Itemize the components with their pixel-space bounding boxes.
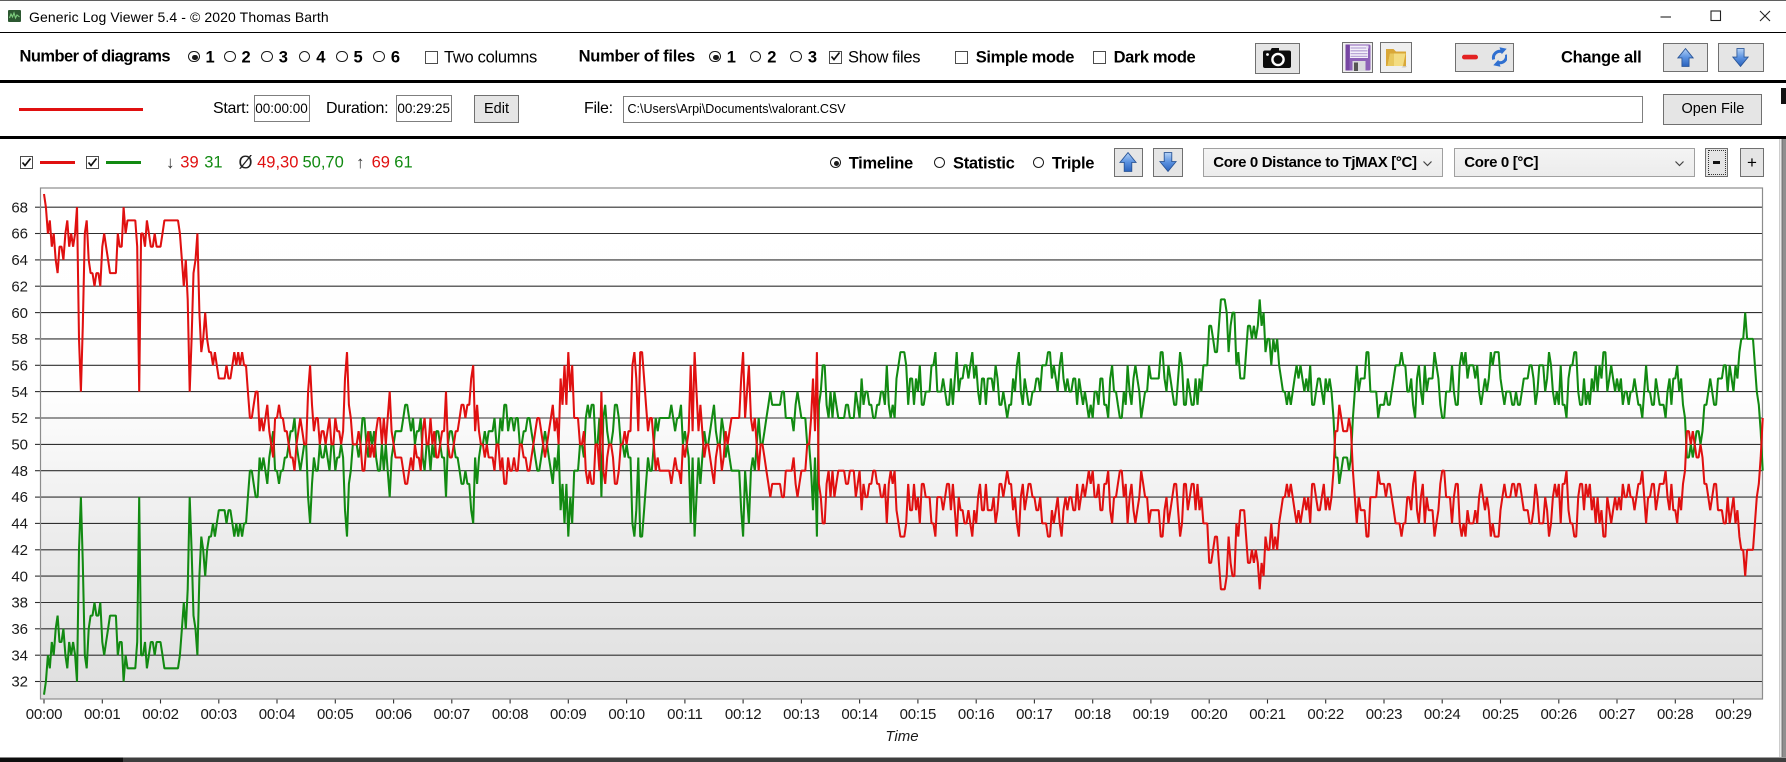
svg-text:00:25: 00:25 <box>1482 706 1519 723</box>
svg-text:52: 52 <box>11 410 28 427</box>
svg-text:00:00: 00:00 <box>26 706 63 723</box>
svg-text:38: 38 <box>11 595 28 612</box>
svg-text:54: 54 <box>11 384 28 401</box>
svg-text:00:13: 00:13 <box>783 706 820 723</box>
svg-text:00:16: 00:16 <box>958 706 995 723</box>
svg-text:00:10: 00:10 <box>608 706 645 723</box>
svg-text:00:03: 00:03 <box>201 706 238 723</box>
svg-text:00:21: 00:21 <box>1249 706 1286 723</box>
svg-text:00:14: 00:14 <box>841 706 878 723</box>
svg-text:00:23: 00:23 <box>1366 706 1403 723</box>
svg-text:Time: Time <box>885 728 918 745</box>
svg-text:00:06: 00:06 <box>375 706 412 723</box>
svg-text:32: 32 <box>11 674 28 691</box>
svg-text:00:01: 00:01 <box>84 706 121 723</box>
svg-text:00:17: 00:17 <box>1016 706 1053 723</box>
svg-text:48: 48 <box>11 463 28 480</box>
svg-text:60: 60 <box>11 305 28 322</box>
svg-text:36: 36 <box>11 621 28 638</box>
svg-text:58: 58 <box>11 331 28 348</box>
svg-text:34: 34 <box>11 647 28 664</box>
svg-text:66: 66 <box>11 226 28 243</box>
svg-text:42: 42 <box>11 542 28 559</box>
svg-text:56: 56 <box>11 358 28 375</box>
svg-text:44: 44 <box>11 516 28 533</box>
svg-text:00:05: 00:05 <box>317 706 354 723</box>
svg-text:00:09: 00:09 <box>550 706 587 723</box>
svg-text:00:22: 00:22 <box>1307 706 1344 723</box>
svg-text:00:07: 00:07 <box>434 706 471 723</box>
svg-text:00:02: 00:02 <box>142 706 179 723</box>
svg-text:00:24: 00:24 <box>1424 706 1461 723</box>
svg-text:00:19: 00:19 <box>1133 706 1170 723</box>
svg-text:50: 50 <box>11 437 28 454</box>
svg-text:00:04: 00:04 <box>259 706 296 723</box>
svg-text:00:18: 00:18 <box>1074 706 1111 723</box>
svg-text:00:11: 00:11 <box>667 706 702 723</box>
svg-text:64: 64 <box>11 252 28 269</box>
svg-text:00:08: 00:08 <box>492 706 529 723</box>
svg-text:00:20: 00:20 <box>1191 706 1228 723</box>
svg-text:00:29: 00:29 <box>1715 706 1752 723</box>
svg-text:62: 62 <box>11 278 28 295</box>
svg-text:68: 68 <box>11 199 28 216</box>
svg-text:46: 46 <box>11 489 28 506</box>
svg-text:00:27: 00:27 <box>1599 706 1636 723</box>
svg-text:40: 40 <box>11 568 28 585</box>
svg-text:00:28: 00:28 <box>1657 706 1694 723</box>
svg-text:00:26: 00:26 <box>1541 706 1578 723</box>
svg-text:00:12: 00:12 <box>725 706 762 723</box>
svg-text:00:15: 00:15 <box>900 706 937 723</box>
